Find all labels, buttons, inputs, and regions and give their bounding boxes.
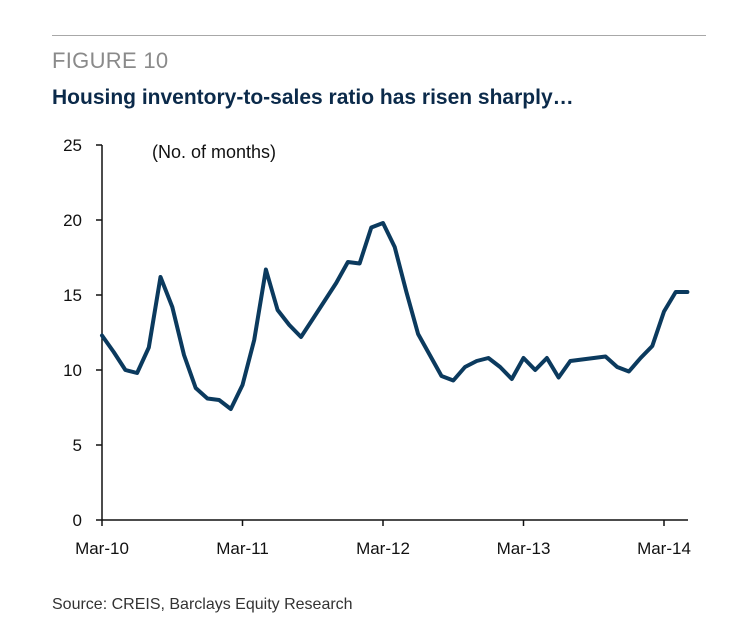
x-tick-label: Mar-13 xyxy=(497,539,551,558)
y-axis-ticks: 0 5 10 15 20 25 xyxy=(63,136,102,530)
series-group xyxy=(100,221,690,411)
y-tick-label: 5 xyxy=(73,436,82,455)
y-tick-label: 15 xyxy=(63,286,82,305)
source-note: Source: CREIS, Barclays Equity Research xyxy=(52,596,353,613)
x-tick-label: Mar-11 xyxy=(216,539,269,558)
axes xyxy=(101,145,688,521)
x-axis-ticks: Mar-10 Mar-11 Mar-12 Mar-13 Mar-14 xyxy=(75,520,691,558)
y-tick-label: 10 xyxy=(63,361,82,380)
top-rule xyxy=(52,35,706,36)
y-tick-label: 25 xyxy=(63,136,82,155)
x-tick-label: Mar-12 xyxy=(356,539,410,558)
y-axis-unit-label: (No. of months) xyxy=(152,142,276,162)
x-tick-label: Mar-14 xyxy=(637,539,691,558)
y-tick-label: 0 xyxy=(73,511,82,530)
x-tick-label: Mar-10 xyxy=(75,539,129,558)
chart-title: Housing inventory-to-sales ratio has ris… xyxy=(52,86,574,109)
y-tick-label: 20 xyxy=(63,211,82,230)
figure-label: FIGURE 10 xyxy=(52,48,169,73)
series-line xyxy=(100,221,690,411)
